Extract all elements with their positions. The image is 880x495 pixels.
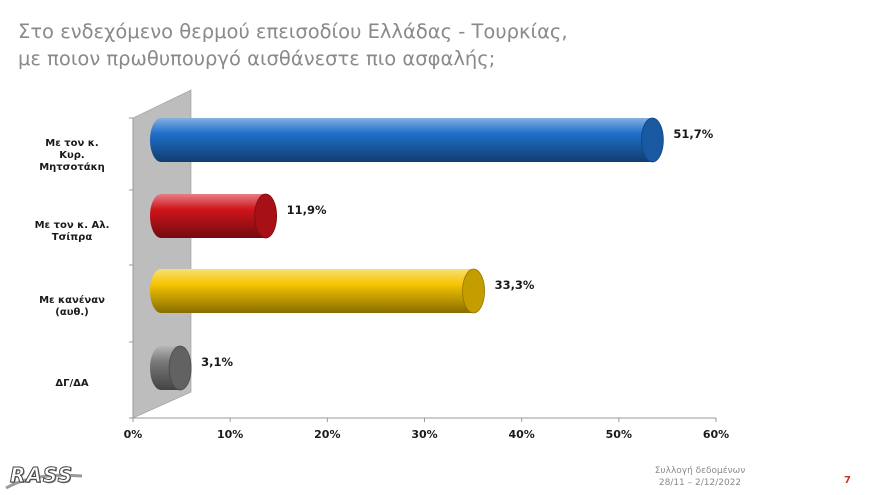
bar — [150, 345, 192, 391]
y-category-label: Με τον κ. Κυρ. Μητσοτάκη — [12, 138, 132, 174]
bar-value-label: 33,3% — [495, 278, 535, 292]
y-category-label-line: (αυθ.) — [55, 307, 89, 318]
bar — [150, 268, 485, 314]
title-line-1: Στο ενδεχόμενο θερμού επεισοδίου Ελλάδας… — [18, 20, 568, 43]
page-number: 7 — [844, 475, 851, 486]
x-tick-label: 20% — [314, 428, 340, 441]
bar-value-label: 51,7% — [673, 127, 713, 141]
data-collection-label: Συλλογή δεδομένων — [654, 466, 746, 476]
bar — [150, 117, 664, 163]
data-collection-dates: 28/11 – 2/12/2022 — [658, 478, 742, 488]
x-tick-label: 30% — [411, 428, 437, 441]
bar-body — [150, 269, 474, 313]
bar-body — [150, 194, 266, 238]
bar-end-cap — [254, 193, 278, 239]
rass-logo: RASS — [10, 463, 73, 488]
bar — [150, 193, 278, 239]
title-line-2: με ποιον πρωθυπουργό αισθάνεστε πιο ασφα… — [18, 47, 496, 70]
y-category-label-line: ΔΓ/ΔΑ — [55, 378, 89, 389]
x-tick-label: 0% — [124, 428, 143, 441]
x-tick-label: 10% — [217, 428, 243, 441]
y-category-label: ΔΓ/ΔΑ — [12, 378, 132, 390]
bar-end-cap — [462, 268, 485, 314]
bar-end-cap — [640, 117, 664, 163]
data-collection-note: Συλλογή δεδομένων 28/11 – 2/12/2022 — [640, 465, 760, 489]
y-category-label-line: Κυρ. — [59, 150, 85, 161]
y-category-label: Με τον κ. Αλ. Τσίπρα — [12, 220, 132, 244]
x-tick-label: 50% — [606, 428, 632, 441]
y-category-label-line: Μητσοτάκη — [39, 162, 105, 173]
bar-value-label: 11,9% — [287, 203, 327, 217]
y-category-label-line: Με τον κ. Αλ. — [34, 220, 110, 231]
y-category-label: Με κανέναν (αυθ.) — [12, 295, 132, 319]
bar-end-cap — [168, 345, 192, 391]
y-category-label-line: Με κανέναν — [39, 295, 105, 306]
bar-value-label: 3,1% — [201, 355, 233, 369]
y-category-label-line: Με τον κ. — [45, 138, 99, 149]
bar-body — [150, 118, 653, 162]
chart-title: Στο ενδεχόμενο θερμού επεισοδίου Ελλάδας… — [18, 18, 718, 72]
y-category-label-line: Τσίπρα — [51, 232, 93, 243]
x-tick-label: 40% — [508, 428, 534, 441]
x-tick-label: 60% — [703, 428, 729, 441]
logo-swoosh-icon — [5, 473, 83, 490]
